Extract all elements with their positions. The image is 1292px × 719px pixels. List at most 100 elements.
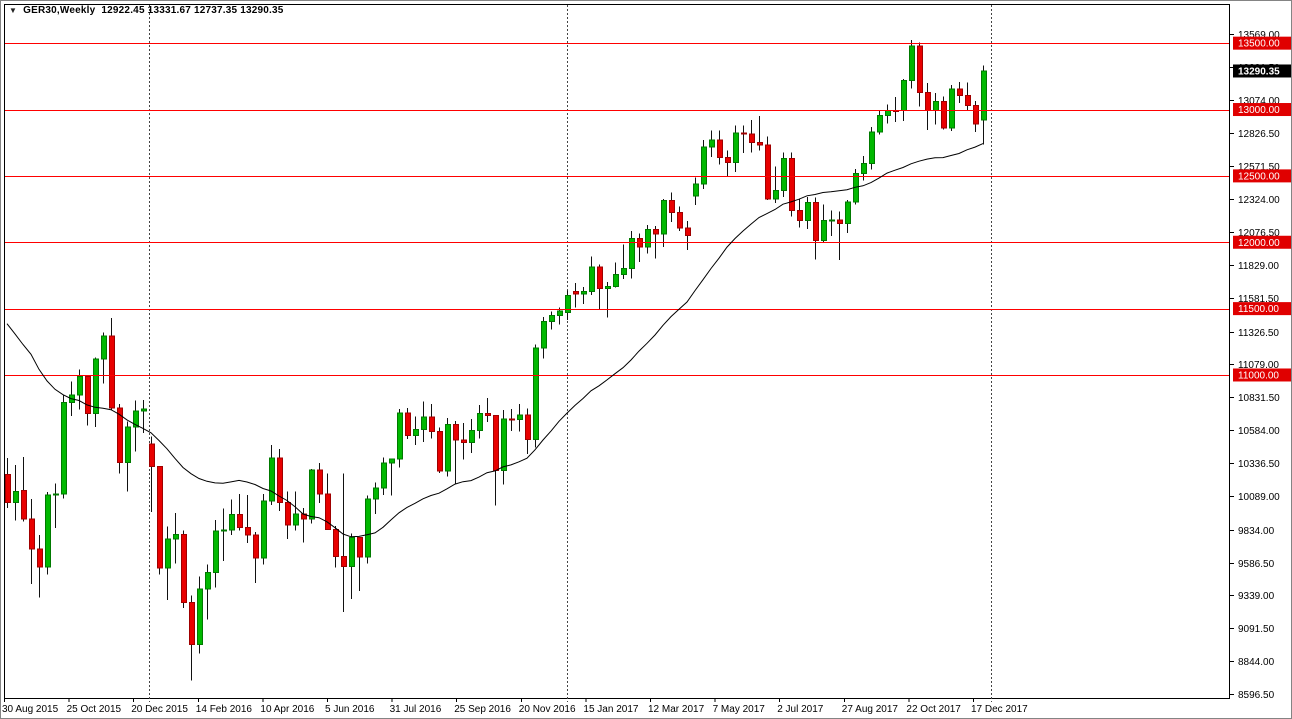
candle-body xyxy=(165,538,171,569)
candle-body xyxy=(213,530,219,573)
candle xyxy=(229,499,235,535)
candle-body xyxy=(285,502,291,526)
candle-body xyxy=(149,443,155,468)
candle-body xyxy=(5,474,11,504)
price-tick-label: 8596.50 xyxy=(1238,690,1275,701)
candle-body xyxy=(629,238,635,269)
candle xyxy=(453,420,459,484)
candle-body xyxy=(789,157,795,211)
candle xyxy=(277,448,283,512)
candle xyxy=(909,39,915,89)
candle xyxy=(613,262,619,288)
current-price-label: 13290.35 xyxy=(1238,66,1280,77)
candle-body xyxy=(725,156,731,163)
candle xyxy=(629,231,635,279)
candle-body xyxy=(565,294,571,314)
price-tick-label: 13074.00 xyxy=(1238,96,1280,107)
candle xyxy=(845,200,851,233)
candle xyxy=(917,42,923,107)
candle-body xyxy=(85,376,91,415)
candle xyxy=(389,458,395,496)
candle xyxy=(29,499,35,584)
candle xyxy=(549,311,555,330)
candle xyxy=(685,221,691,251)
candle-body xyxy=(877,114,883,133)
candle xyxy=(149,436,155,512)
price-tick-label: 10584.00 xyxy=(1238,426,1280,437)
candle xyxy=(357,536,363,591)
candle-body xyxy=(349,536,355,568)
candle xyxy=(285,491,291,540)
price-axis: 13569.0013321.5013074.0012826.5012571.50… xyxy=(1229,30,1291,701)
candle-body xyxy=(613,274,619,287)
symbol-dropdown-arrow-icon[interactable]: ▼ xyxy=(9,5,18,15)
candle-body xyxy=(53,493,59,496)
candle xyxy=(605,281,611,318)
candle xyxy=(189,595,195,681)
candle xyxy=(109,317,115,410)
candle-body xyxy=(253,534,259,559)
candle xyxy=(557,307,563,325)
candle xyxy=(181,530,187,609)
time-tick-label: 2 Jul 2017 xyxy=(777,704,824,715)
candle xyxy=(821,204,827,244)
candle-body xyxy=(949,88,955,129)
candle xyxy=(85,374,91,426)
candle-body xyxy=(229,513,235,531)
candle-body xyxy=(205,571,211,590)
candle xyxy=(197,576,203,654)
candle-body xyxy=(861,163,867,174)
candle xyxy=(949,85,955,132)
candle-body xyxy=(709,139,715,148)
level-badge-label: 11000.00 xyxy=(1238,370,1279,381)
candle-body xyxy=(445,423,451,472)
candle xyxy=(77,369,83,410)
candle-body xyxy=(813,202,819,241)
candle-body xyxy=(645,229,651,248)
candle xyxy=(405,407,411,439)
candle-body xyxy=(957,88,963,97)
candle xyxy=(789,152,795,217)
price-tick-label: 12571.50 xyxy=(1238,162,1280,173)
candle-body xyxy=(109,335,115,409)
candle xyxy=(157,466,163,575)
candle-body xyxy=(333,529,339,558)
candle-body xyxy=(133,410,139,428)
candle-body xyxy=(261,500,267,559)
candle-body xyxy=(557,310,563,316)
candle xyxy=(661,199,667,248)
candle-body xyxy=(21,489,27,520)
candle xyxy=(325,473,331,531)
candle-body xyxy=(29,518,35,550)
candle-body xyxy=(925,92,931,111)
candle xyxy=(381,457,387,496)
candle-body xyxy=(573,290,579,295)
candle-body xyxy=(405,412,411,437)
candle-body xyxy=(733,132,739,163)
candle xyxy=(21,456,27,522)
candle xyxy=(293,491,299,531)
candle-body xyxy=(517,414,523,420)
candle-body xyxy=(117,407,123,464)
candle xyxy=(541,317,547,359)
candle-body xyxy=(13,490,19,503)
candle xyxy=(725,150,731,178)
symbol-timeframe-label: GER30,Weekly xyxy=(23,5,96,16)
candle-body xyxy=(309,469,315,520)
candle xyxy=(797,198,803,228)
candle-body xyxy=(421,416,427,431)
level-price-badge xyxy=(1233,36,1291,50)
candle xyxy=(261,493,267,565)
level-price-badge xyxy=(1233,169,1291,183)
candle xyxy=(677,206,683,231)
candle xyxy=(445,417,451,477)
candle-body xyxy=(173,534,179,540)
candle-body xyxy=(981,70,987,121)
candle xyxy=(565,290,571,321)
candle-body xyxy=(901,80,907,112)
candle xyxy=(61,394,67,499)
candle xyxy=(765,136,771,200)
price-tick-label: 9091.50 xyxy=(1238,624,1275,635)
time-axis: 30 Aug 2015 25 Oct 2015 20 Dec 2015 14 Feb … xyxy=(2,698,1028,715)
